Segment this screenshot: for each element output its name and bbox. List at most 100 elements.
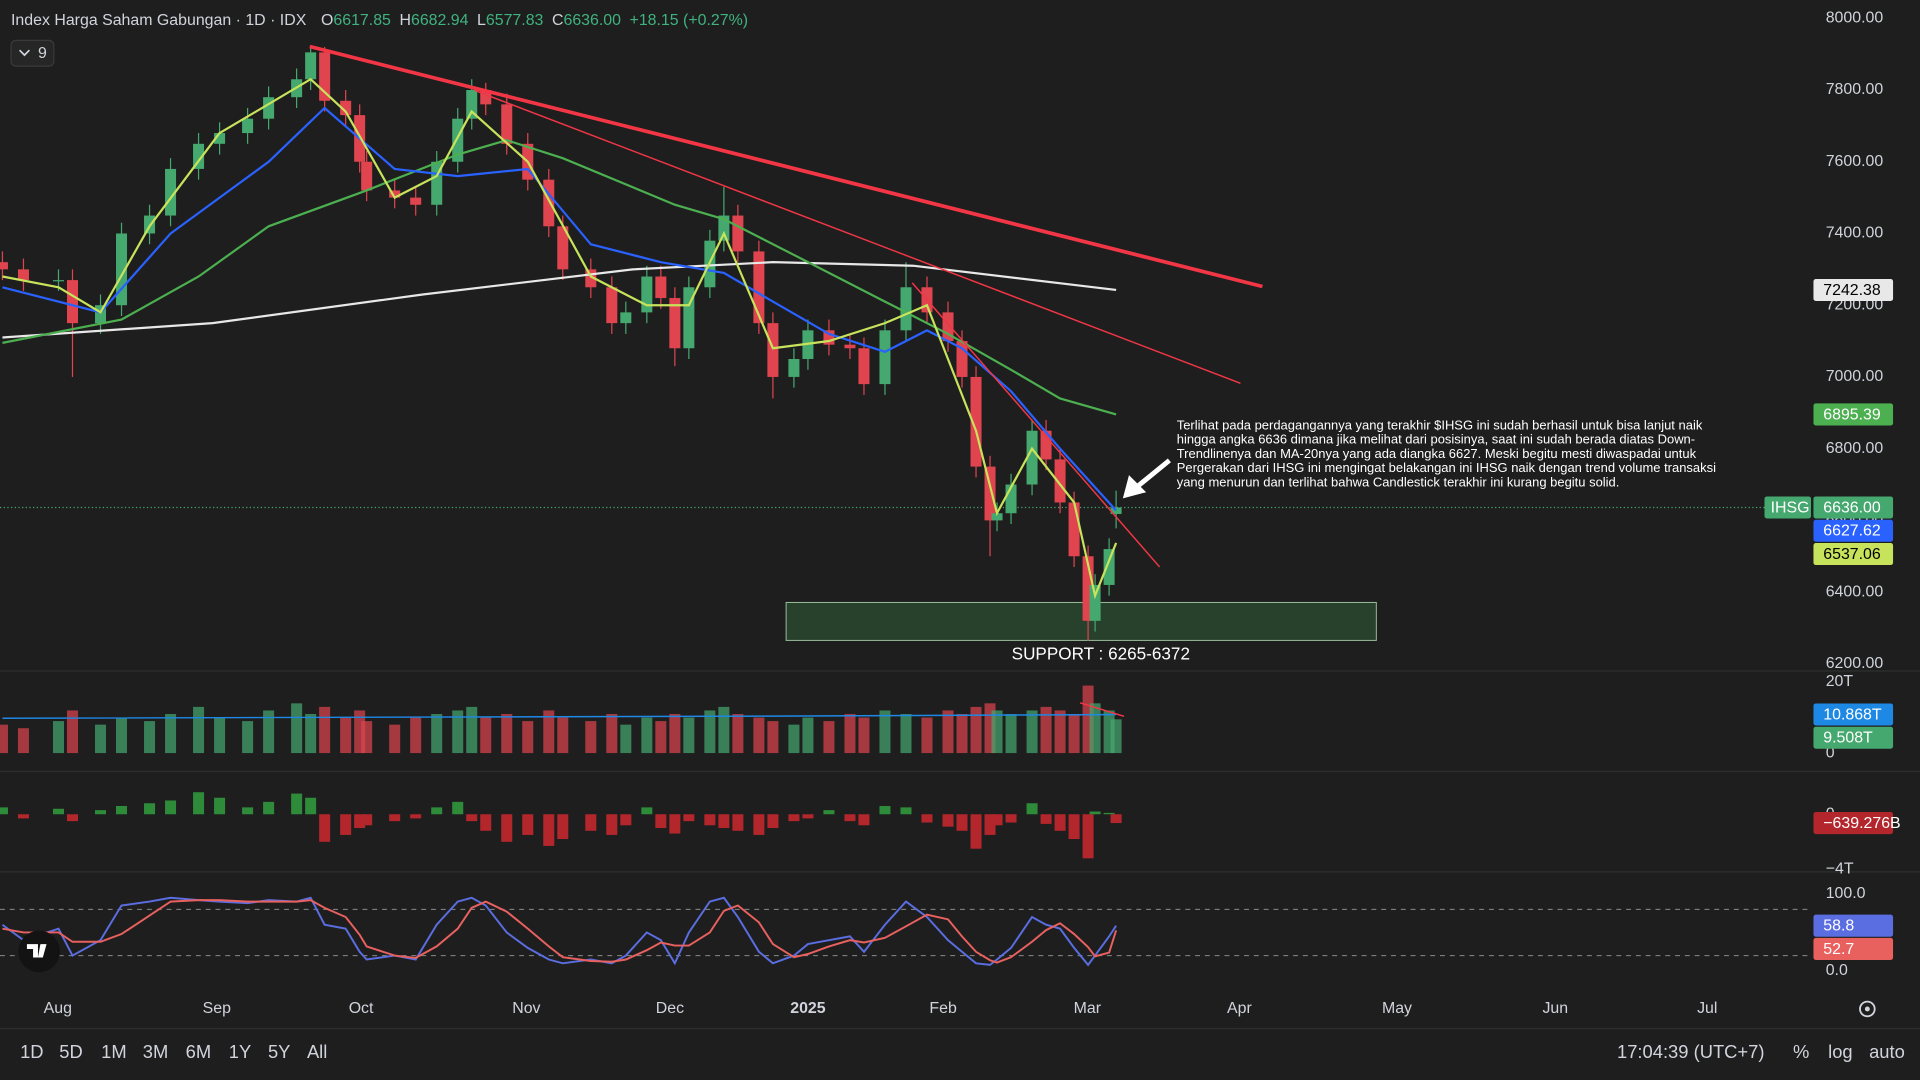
candle-body: [1110, 507, 1122, 514]
range-button[interactable]: 5Y: [268, 1041, 290, 1062]
volume-bar: [802, 717, 814, 754]
flow-bar: [557, 814, 569, 840]
flow-bar: [970, 814, 982, 849]
flow-bar: [354, 814, 366, 829]
range-button[interactable]: 1D: [20, 1041, 43, 1062]
candle-body: [263, 97, 275, 119]
volume-bar: [340, 717, 352, 754]
settings-button[interactable]: [1859, 1000, 1876, 1018]
candle-body: [452, 118, 464, 162]
ohlc-key: L: [477, 12, 486, 29]
price-tag-label: 52.7: [1823, 941, 1854, 958]
toggle-box[interactable]: [10, 39, 55, 67]
candle-body: [970, 376, 982, 467]
price-tick-label: 8000.00: [1826, 9, 1884, 26]
logo: [18, 930, 60, 973]
candle-body: [1040, 430, 1052, 460]
flow-bar: [991, 814, 1003, 826]
flow-bar: [94, 810, 107, 815]
clock: 17:04:39 (UTC+7): [1617, 1041, 1764, 1062]
candle-body: [858, 348, 870, 385]
candle-body: [1089, 584, 1101, 621]
volume-bar: [641, 717, 653, 754]
volume-bar: [956, 713, 968, 754]
indicator-count: 9: [38, 45, 47, 62]
volume-bar: [466, 706, 478, 754]
flow-bar: [17, 814, 29, 819]
volume-bar: [669, 713, 681, 754]
price-tick-label: 7400.00: [1826, 225, 1884, 242]
stoch-line: [1, 896, 1117, 967]
price-tick-label: 6200.00: [1826, 655, 1884, 672]
range-button[interactable]: 1Y: [229, 1041, 251, 1062]
candle-body: [165, 168, 177, 216]
support-zone: [785, 601, 1377, 641]
candle-body: [410, 197, 422, 205]
candle-body: [242, 118, 254, 134]
trend-line: [309, 44, 1263, 289]
logo-mark: [26, 944, 47, 958]
volume-bar: [1054, 710, 1066, 754]
volume-bar: [94, 724, 107, 754]
moving-average: [2, 106, 1117, 512]
volume-bar: [66, 710, 79, 754]
volume-bar: [305, 713, 317, 754]
volume-bar: [522, 721, 534, 754]
volume-bar: [1026, 710, 1038, 754]
x-tick-label: Aug: [44, 1000, 72, 1017]
scale-option[interactable]: auto: [1869, 1041, 1905, 1062]
flow-bar: [823, 810, 835, 815]
change: +18.15 (+0.27%): [630, 12, 749, 29]
volume-bar: [17, 728, 29, 754]
flow-bar: [606, 814, 618, 835]
flow-bar: [319, 814, 331, 842]
range-button[interactable]: 3M: [143, 1041, 169, 1062]
range-button[interactable]: 5D: [59, 1041, 82, 1062]
candle-body: [1103, 549, 1115, 585]
flow-bar: [431, 807, 443, 815]
candle-body: [606, 287, 618, 324]
range-button[interactable]: 6M: [186, 1041, 212, 1062]
series-name-label: IHSG: [1771, 499, 1810, 516]
candle-body: [844, 344, 856, 349]
volume-bar: [1082, 685, 1094, 754]
indicator-toggle[interactable]: 9: [10, 39, 55, 67]
flow-bar: [389, 814, 401, 822]
trend-line: [474, 89, 1241, 384]
support-label: SUPPORT : 6265-6372: [1012, 644, 1190, 664]
volume-bar: [704, 710, 716, 754]
annotation-line: yang menurun dan terlihat bahwa Candlest…: [1177, 474, 1620, 489]
range-button[interactable]: 1M: [101, 1041, 127, 1062]
candle-body: [214, 133, 226, 144]
gear[interactable]: [1859, 1000, 1876, 1018]
volume-bar: [844, 713, 856, 754]
candle-body: [879, 330, 891, 385]
flow-bar: [1082, 814, 1094, 859]
candle-body: [361, 161, 373, 191]
volume-bar: [291, 703, 303, 754]
volume-trend-line: [1079, 702, 1125, 718]
x-tick-label: Nov: [512, 1000, 540, 1017]
flow-bar: [753, 814, 765, 835]
candle-body: [116, 233, 128, 306]
price-tick-label: 6400.00: [1826, 583, 1884, 600]
chevron: [18, 49, 30, 57]
candle-body: [984, 466, 996, 521]
range-button[interactable]: All: [307, 1041, 327, 1062]
scale-option[interactable]: %: [1793, 1041, 1809, 1062]
annotation-line: Terlihat pada perdagangannya yang terakh…: [1177, 418, 1703, 433]
annotation-line: Trendlinenya dan MA-20nya yang ada diang…: [1177, 446, 1697, 461]
flow-bar: [802, 814, 814, 819]
flow-bar: [704, 814, 716, 826]
scale-option[interactable]: log: [1828, 1041, 1853, 1062]
x-tick-label: 2025: [790, 1000, 826, 1017]
flow-tick-label: −4T: [1826, 861, 1854, 878]
x-tick-label: Jun: [1542, 1000, 1568, 1017]
flow-bar: [1026, 803, 1038, 815]
flow-bar: [942, 814, 954, 827]
flow-bar: [655, 814, 667, 829]
candle-body: [1082, 556, 1094, 621]
candle-body: [0, 262, 8, 270]
